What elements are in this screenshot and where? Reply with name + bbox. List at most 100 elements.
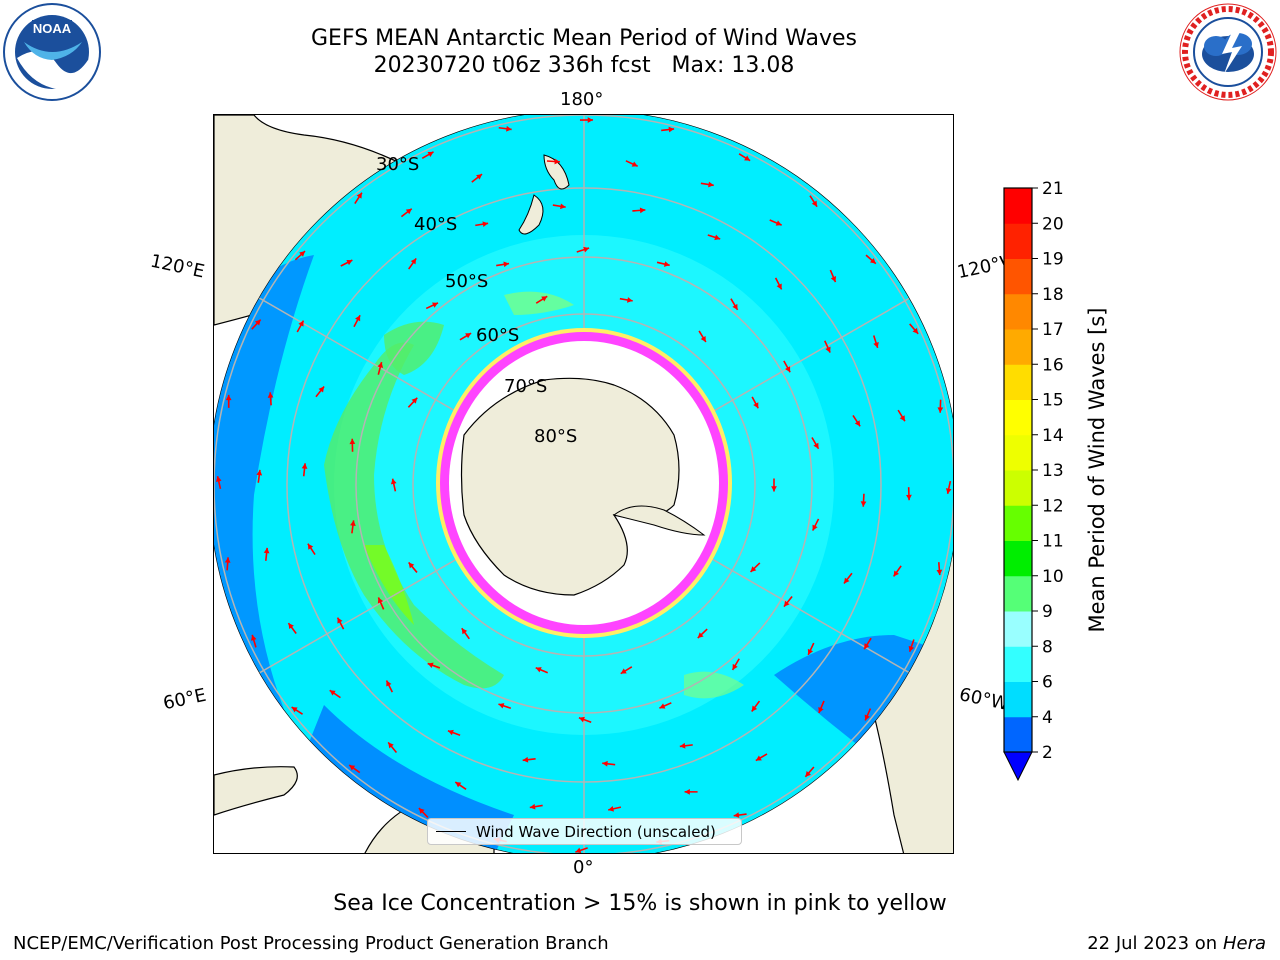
wave-arrow-head [377, 597, 384, 604]
wave-arrow-head [785, 366, 791, 373]
wave-arrow-head [813, 442, 819, 449]
colorbar-underflow [1003, 751, 1033, 782]
wave-arrow-head [408, 562, 415, 569]
wave-arrow-head [498, 703, 505, 709]
colorbar-segment [1004, 293, 1032, 330]
wind-wave-arrows [215, 117, 952, 853]
map-canvas: 30°S 40°S 50°S 60°S 70°S 80°S [214, 115, 953, 853]
colorbar-segment [1004, 364, 1032, 400]
wave-arrow-head [714, 234, 721, 241]
wave-arrow-head [465, 333, 472, 339]
wave-arrow-head [215, 476, 222, 482]
wave-arrow-head [578, 716, 585, 723]
lat-label-50s: 50°S [445, 271, 488, 292]
wave-arrow-head [873, 342, 879, 348]
colorbar-segment [1004, 681, 1032, 718]
wave-arrow-head [733, 812, 740, 818]
colorbar-tick-label: 21 [1042, 180, 1064, 199]
wave-arrow-head [869, 258, 876, 264]
wave-arrow-head [355, 315, 361, 322]
map-legend: Wind Wave Direction (unscaled) [427, 818, 742, 845]
wave-arrow-head [386, 680, 392, 687]
wave-arrow-head [476, 174, 483, 180]
wave-arrow-head [732, 663, 738, 670]
wave-arrow-head [732, 303, 738, 310]
wave-arrow-head [639, 207, 646, 214]
lat-label-80s: 80°S [534, 426, 577, 447]
wave-arrow-head [812, 524, 818, 531]
wave-arrow-head [937, 407, 944, 413]
colorbar-segment [1004, 505, 1032, 541]
wave-arrow-head [390, 478, 397, 485]
wave-arrow-head [405, 208, 412, 215]
wave-arrow-head [893, 570, 899, 577]
colorbar-tick-label: 18 [1042, 285, 1064, 305]
wave-arrow-head [753, 402, 759, 409]
map-subtitle: 20230720 t06z 336h fcst Max: 13.08 [373, 53, 795, 78]
wave-arrow-head [830, 276, 837, 283]
wave-arrow-head [554, 158, 560, 165]
wave-arrow-head [659, 703, 666, 709]
wave-arrow-head [301, 463, 308, 469]
land-antarctic-peninsula [612, 505, 706, 536]
wave-arrow-head [224, 557, 231, 563]
wave-arrow-head [256, 469, 263, 476]
colorbar-segment [1004, 611, 1032, 647]
wave-arrow-head [263, 547, 270, 554]
wave-arrow-head [755, 755, 762, 761]
lat-label-70s: 70°S [504, 376, 547, 397]
wave-arrow-head [356, 192, 362, 199]
lon-label-120e: 120°E [148, 250, 207, 283]
colorbar-tick-label: 20 [1042, 214, 1064, 234]
wave-arrow-head [744, 155, 751, 161]
wave-arrow-head [825, 346, 831, 353]
wave-arrow-head [298, 320, 304, 327]
wave-arrow-head [349, 438, 356, 445]
colorbar-segment [1004, 575, 1032, 612]
colorbar-tick-label: 13 [1042, 461, 1064, 481]
wave-arrow-head [627, 297, 633, 303]
wave-arrow-head [608, 806, 614, 812]
wave-arrow-head [307, 543, 314, 550]
wave-arrow-head [349, 765, 356, 771]
colorbar-tick-label: 2 [1042, 743, 1053, 763]
colorbar-tick-label: 10 [1042, 567, 1064, 587]
colorbar-tick-label: 9 [1042, 602, 1053, 622]
wave-arrow-head [684, 788, 690, 795]
wave-arrow-head [864, 714, 870, 721]
wave-arrow-head [854, 420, 861, 427]
colorbar-tick-label: 15 [1042, 391, 1064, 411]
wave-arrow-head [318, 386, 325, 393]
wave-arrow-head [784, 600, 790, 607]
wave-arrow-head [668, 126, 675, 133]
wave-arrow-head [346, 259, 353, 266]
wave-arrow-head [250, 634, 257, 641]
footer-date-text: 22 Jul 2023 on [1087, 933, 1218, 954]
colorbar-segment [1004, 329, 1032, 365]
colorbar-segment [1004, 399, 1032, 436]
wave-arrow-head [679, 742, 686, 749]
wave-arrow-head [583, 246, 590, 253]
colorbar-tick-label: 8 [1042, 637, 1053, 657]
wave-arrow-head [575, 847, 582, 853]
wave-arrow-head [225, 394, 232, 401]
land-new-zealand-south [518, 194, 544, 235]
wave-arrow-head [288, 623, 294, 630]
land-africa-sw [214, 766, 298, 816]
wave-arrow-head [818, 706, 824, 713]
lon-label-0: 0° [573, 857, 594, 878]
colorbar-tick-label: 4 [1042, 708, 1053, 728]
wave-arrow-head [663, 261, 670, 267]
wave-arrow-head [418, 808, 425, 814]
footer-machine: Hera [1222, 933, 1266, 954]
colorbar-tick-label: 14 [1042, 426, 1064, 446]
wave-arrow-head [254, 319, 261, 326]
colorbar-segment [1004, 470, 1032, 506]
map-title: GEFS MEAN Antarctic Mean Period of Wind … [311, 26, 857, 51]
wave-arrow-head [864, 643, 870, 650]
colorbar-tick-label: 19 [1042, 250, 1064, 270]
wave-arrow-head [522, 756, 529, 763]
wave-arrow-head [775, 220, 782, 226]
colorbar: 2 4 6 8 9 10 11 12 13 14 15 16 17 18 19 20 21 [1003, 180, 1064, 782]
colorbar-tick-label: 16 [1042, 355, 1064, 375]
